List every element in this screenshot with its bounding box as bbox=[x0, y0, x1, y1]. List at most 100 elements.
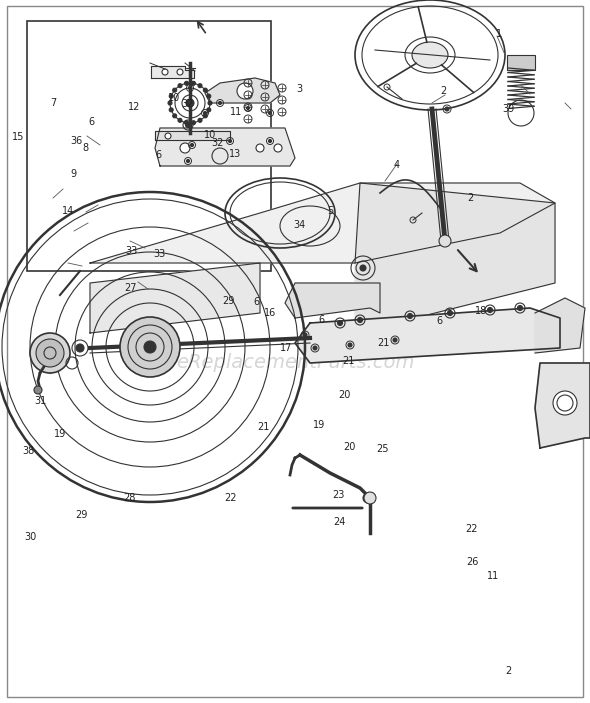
Circle shape bbox=[439, 235, 451, 247]
Polygon shape bbox=[535, 298, 585, 353]
Circle shape bbox=[186, 99, 194, 107]
Circle shape bbox=[206, 108, 211, 112]
Text: 12: 12 bbox=[129, 102, 140, 112]
Circle shape bbox=[120, 317, 180, 377]
Text: 20: 20 bbox=[344, 442, 356, 452]
Circle shape bbox=[303, 333, 307, 337]
Text: 10: 10 bbox=[204, 130, 216, 140]
Circle shape bbox=[218, 101, 221, 105]
Circle shape bbox=[348, 343, 352, 347]
Circle shape bbox=[185, 122, 191, 127]
Text: eReplacementParts.com: eReplacementParts.com bbox=[176, 354, 414, 373]
Circle shape bbox=[313, 346, 317, 350]
Circle shape bbox=[169, 94, 173, 98]
Text: 20: 20 bbox=[339, 390, 350, 400]
Text: 6: 6 bbox=[88, 117, 94, 127]
Circle shape bbox=[178, 84, 182, 88]
Text: 31: 31 bbox=[34, 396, 46, 406]
Circle shape bbox=[268, 139, 271, 143]
Text: 6: 6 bbox=[437, 316, 442, 325]
Circle shape bbox=[36, 339, 64, 367]
Polygon shape bbox=[295, 308, 560, 363]
Text: 11: 11 bbox=[487, 572, 499, 581]
Circle shape bbox=[237, 83, 253, 99]
Circle shape bbox=[34, 386, 42, 394]
Text: 3: 3 bbox=[297, 84, 303, 93]
Text: 36: 36 bbox=[71, 136, 83, 146]
Text: 18: 18 bbox=[476, 306, 487, 316]
Polygon shape bbox=[535, 363, 590, 448]
Circle shape bbox=[358, 318, 362, 323]
Circle shape bbox=[487, 307, 493, 313]
Circle shape bbox=[445, 107, 449, 111]
Polygon shape bbox=[205, 78, 280, 103]
Circle shape bbox=[144, 341, 156, 353]
Circle shape bbox=[30, 333, 70, 373]
Text: 33: 33 bbox=[125, 246, 137, 256]
Text: 6: 6 bbox=[254, 297, 260, 307]
Circle shape bbox=[198, 118, 202, 122]
Text: 34: 34 bbox=[294, 220, 306, 230]
Circle shape bbox=[337, 321, 343, 325]
Circle shape bbox=[76, 344, 84, 352]
Circle shape bbox=[198, 84, 202, 88]
Circle shape bbox=[553, 391, 577, 415]
Text: 23: 23 bbox=[332, 490, 344, 500]
Circle shape bbox=[364, 492, 376, 504]
Circle shape bbox=[204, 88, 207, 92]
Circle shape bbox=[393, 338, 397, 342]
Circle shape bbox=[180, 143, 190, 153]
Text: 21: 21 bbox=[257, 422, 269, 432]
Text: 15: 15 bbox=[12, 132, 24, 142]
Text: 32: 32 bbox=[211, 138, 223, 148]
Text: 19: 19 bbox=[313, 420, 324, 430]
Text: 19: 19 bbox=[54, 430, 66, 439]
Polygon shape bbox=[285, 283, 380, 318]
Circle shape bbox=[247, 106, 250, 110]
Circle shape bbox=[162, 69, 168, 75]
Circle shape bbox=[169, 108, 173, 112]
Circle shape bbox=[186, 160, 189, 162]
Circle shape bbox=[178, 118, 182, 122]
Circle shape bbox=[185, 82, 189, 85]
Text: 1: 1 bbox=[496, 30, 502, 39]
Text: 5: 5 bbox=[327, 206, 333, 216]
Polygon shape bbox=[155, 131, 230, 140]
Text: 32: 32 bbox=[182, 99, 194, 109]
Circle shape bbox=[363, 493, 373, 503]
Circle shape bbox=[228, 139, 231, 143]
Text: 39: 39 bbox=[503, 104, 514, 114]
Circle shape bbox=[208, 101, 212, 105]
Text: 28: 28 bbox=[124, 493, 136, 503]
Polygon shape bbox=[355, 183, 555, 333]
Text: 33: 33 bbox=[153, 250, 165, 259]
Bar bbox=[27, 21, 271, 271]
Text: 27: 27 bbox=[124, 283, 137, 293]
Text: 14: 14 bbox=[62, 206, 74, 216]
Circle shape bbox=[188, 86, 192, 89]
Text: 24: 24 bbox=[334, 517, 346, 527]
Text: 11: 11 bbox=[230, 108, 242, 117]
Text: 21: 21 bbox=[342, 356, 354, 366]
Text: 26: 26 bbox=[466, 557, 478, 567]
Text: 8: 8 bbox=[83, 143, 88, 153]
Text: 38: 38 bbox=[22, 446, 34, 456]
Ellipse shape bbox=[412, 42, 448, 68]
Circle shape bbox=[256, 144, 264, 152]
Circle shape bbox=[360, 265, 366, 271]
Polygon shape bbox=[151, 66, 194, 78]
Polygon shape bbox=[155, 128, 295, 166]
Text: 7: 7 bbox=[50, 98, 56, 108]
Polygon shape bbox=[90, 263, 260, 333]
Circle shape bbox=[192, 121, 195, 124]
Text: 17: 17 bbox=[280, 343, 292, 353]
Circle shape bbox=[268, 112, 271, 115]
Circle shape bbox=[191, 143, 194, 146]
Text: 13: 13 bbox=[229, 149, 241, 159]
Text: 2: 2 bbox=[441, 86, 447, 96]
Circle shape bbox=[204, 112, 206, 115]
Text: 6: 6 bbox=[155, 150, 161, 160]
Text: 2: 2 bbox=[468, 193, 474, 203]
Circle shape bbox=[185, 121, 189, 124]
Circle shape bbox=[204, 114, 207, 118]
